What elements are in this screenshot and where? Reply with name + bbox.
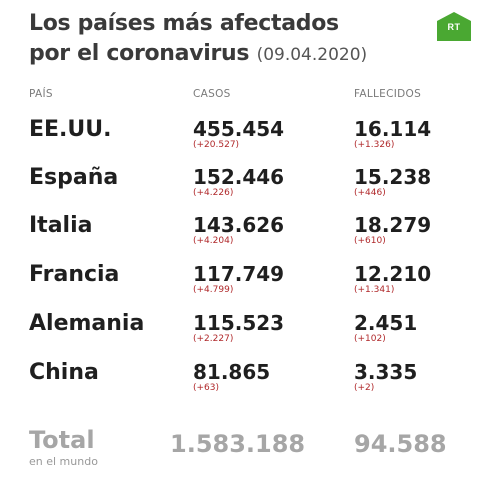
total-deaths: 94.588 xyxy=(354,430,447,458)
table-row: Italia 143.626 (+4.204) 18.279 (+610) xyxy=(0,210,480,258)
rt-logo-text: RT xyxy=(447,22,461,32)
total-label: Total xyxy=(29,426,95,454)
deaths-value: 15.238 xyxy=(354,165,432,189)
table-row: Alemania 115.523 (+2.227) 2.451 (+102) xyxy=(0,308,480,356)
title-line-1: Los países más afectados xyxy=(29,11,339,36)
deaths-delta: (+102) xyxy=(354,334,386,344)
cases-value: 117.749 xyxy=(193,262,285,286)
country-name: España xyxy=(29,165,119,190)
cases-value: 455.454 xyxy=(193,117,285,141)
deaths-delta: (+1.326) xyxy=(354,140,395,150)
table-row: Francia 117.749 (+4.799) 12.210 (+1.341) xyxy=(0,259,480,307)
cases-value: 81.865 xyxy=(193,360,271,384)
deaths-value: 16.114 xyxy=(354,117,432,141)
cases-delta: (+4.226) xyxy=(193,188,234,198)
header-cases: CASOS xyxy=(193,88,231,100)
cases-delta: (+4.799) xyxy=(193,285,234,295)
title-line-2: por el coronavirus xyxy=(29,41,250,66)
cases-value: 152.446 xyxy=(193,165,285,189)
country-name: Francia xyxy=(29,262,120,287)
deaths-delta: (+446) xyxy=(354,188,386,198)
deaths-value: 12.210 xyxy=(354,262,432,286)
table-row: EE.UU. 455.454 (+20.527) 16.114 (+1.326) xyxy=(0,114,480,162)
cases-delta: (+2.227) xyxy=(193,334,234,344)
country-name: Alemania xyxy=(29,311,145,336)
deaths-value: 2.451 xyxy=(354,311,418,335)
cases-value: 115.523 xyxy=(193,311,285,335)
country-name: Italia xyxy=(29,213,93,238)
cases-delta: (+20.527) xyxy=(193,140,240,150)
country-name: EE.UU. xyxy=(29,117,112,142)
deaths-value: 3.335 xyxy=(354,360,418,384)
table-row: España 152.446 (+4.226) 15.238 (+446) xyxy=(0,162,480,210)
rt-logo-icon xyxy=(437,12,471,41)
cases-delta: (+4.204) xyxy=(193,236,234,246)
total-sublabel: en el mundo xyxy=(29,455,98,468)
deaths-value: 18.279 xyxy=(354,213,432,237)
header-deaths: FALLECIDOS xyxy=(354,88,422,100)
table-row: China 81.865 (+63) 3.335 (+2) xyxy=(0,357,480,405)
country-name: China xyxy=(29,360,99,385)
title-date: (09.04.2020) xyxy=(256,45,368,65)
header-country: PAÍS xyxy=(29,88,53,100)
page-title: Los países más afectados por el coronavi… xyxy=(29,9,429,70)
deaths-delta: (+610) xyxy=(354,236,386,246)
deaths-delta: (+2) xyxy=(354,383,375,393)
total-cases: 1.583.188 xyxy=(170,430,306,458)
cases-value: 143.626 xyxy=(193,213,285,237)
deaths-delta: (+1.341) xyxy=(354,285,395,295)
cases-delta: (+63) xyxy=(193,383,220,393)
